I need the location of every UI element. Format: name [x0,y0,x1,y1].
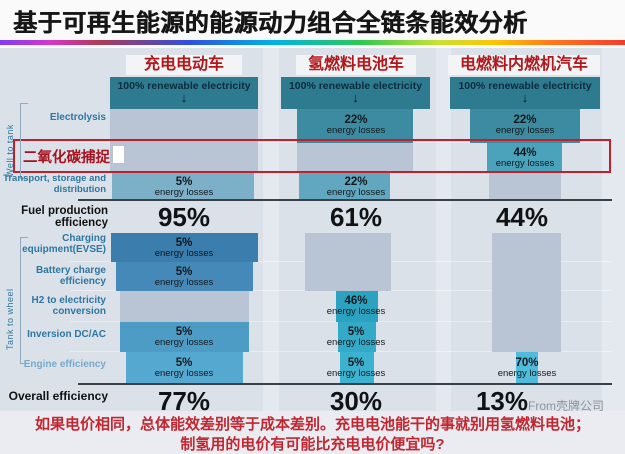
loss-block-fcev-transport [299,172,390,200]
fuel-efficiency-bev: 95% [157,202,211,232]
pass-block-bev-electrolysis [110,109,258,143]
source-note: From壳牌公司 [528,399,605,413]
column-header-fcev: 氢燃料电池车 [307,56,404,73]
row-label-transport: Transport, storage and distribution [3,173,106,195]
footer-comment-line2: 制氢用的电价有可能比充电电价便宜吗? [180,436,445,453]
row-label-charging-equipment: Charging equipment(EVSE) [22,233,106,255]
page-title: 基于可再生能源的能源动力组合全链条能效分析 [13,10,528,37]
highlight-box-co2-row [13,139,611,173]
header-backplate [448,55,600,75]
row-label-battery-charge: Battery charge efficiency [35,265,106,287]
loss-block-fcev-h2conversion [336,291,378,322]
footer-background [0,411,625,454]
input-label: 100% renewable electricity [288,80,423,92]
loss-block-efuel-co2 [487,143,562,172]
well-to-tank-bracket [20,103,28,179]
down-arrow-icon: ↓ [521,90,529,105]
column-gap [602,48,625,411]
header-backplate [296,55,416,75]
loss-block-bev-battery [116,262,253,291]
co2-capture-label: 二氧化碳捕捉 [23,150,110,166]
down-arrow-icon: ↓ [352,90,359,105]
column-header-bev: 充电电动车 [143,56,224,73]
loss-block-fcev-electrolysis [297,109,413,143]
fuel-production-line [78,199,612,201]
pass-block-fcev-co2 [297,143,413,172]
pass-block-bev-co2 [110,143,258,172]
down-arrow-icon: ↓ [180,90,188,105]
tank-to-wheel-bracket [20,237,28,364]
header-backplate [126,55,242,75]
loss-block-bev-inversion [120,322,249,352]
pass-block-bev-h2conversion [120,291,249,322]
row-label-inversion: Inversion DC/AC [27,329,106,340]
fuel-efficiency-efuel: 44% [495,202,549,232]
pass-block-efuel-transport [489,172,561,200]
loss-block-efuel-electrolysis [470,109,580,143]
fuel-efficiency-fcev: 61% [329,202,383,232]
rainbow-divider [0,40,625,45]
loss-block-bev-charging [111,233,258,262]
fuel-production-label: Fuel production efficiency [21,205,108,229]
input-label: 100% renewable electricity [458,80,592,92]
column-gap [436,48,451,411]
loss-block-fcev-inversion [338,322,376,352]
input-box-fcev: 100% renewable electricity ↓ [281,77,430,109]
pass-block-efuel-tankwheel [492,233,561,352]
text-cursor [113,146,124,163]
column-gap [263,48,279,411]
loss-block-efuel-engine [516,352,538,383]
loss-block-fcev-engine [340,352,374,383]
row-label-electrolysis: Electrolysis [49,112,106,123]
footer-comment-line1: 如果电价相同，总体能效差别等于成本差别。充电电池能干的事就别用氢燃料电池； [34,416,590,433]
loss-block-bev-transport [112,172,254,200]
row-label-engine: Engine efficiency [23,359,106,370]
overall-efficiency-line [78,383,612,385]
column-header-efuel: 电燃料内燃机汽车 [459,56,588,73]
loss-block-bev-engine [126,352,243,383]
input-box-bev: 100% renewable electricity ↓ [110,77,258,109]
row-label-h2-conversion: H2 to electricity conversion [31,295,106,317]
input-label: 100% renewable electricity [117,80,251,92]
overall-efficiency-label: Overall efficiency [8,389,108,403]
pass-block-fcev-charging-battery [305,233,391,291]
input-box-efuel: 100% renewable electricity ↓ [450,77,600,109]
